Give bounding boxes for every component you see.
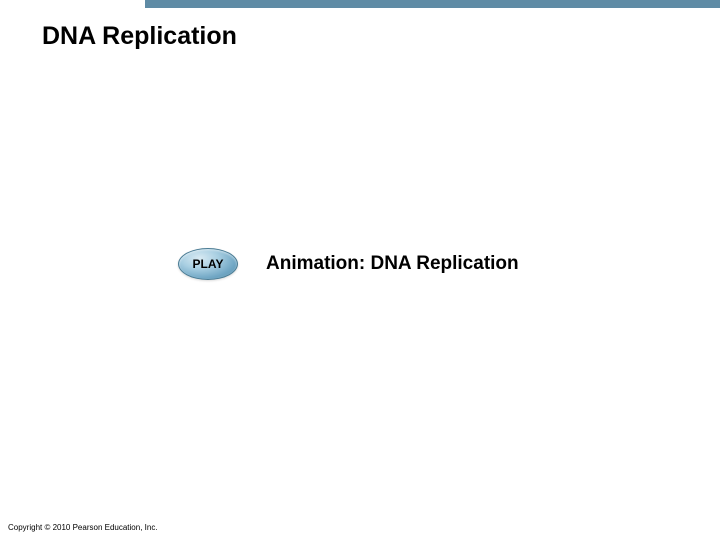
animation-label: Animation: DNA Replication [266,253,519,275]
play-row: PLAY Animation: DNA Replication [178,248,519,280]
copyright-text: Copyright © 2010 Pearson Education, Inc. [8,523,158,532]
play-button[interactable]: PLAY [178,248,238,280]
slide-title: DNA Replication [42,22,237,51]
header-bar [145,0,720,8]
play-button-label: PLAY [193,257,224,271]
